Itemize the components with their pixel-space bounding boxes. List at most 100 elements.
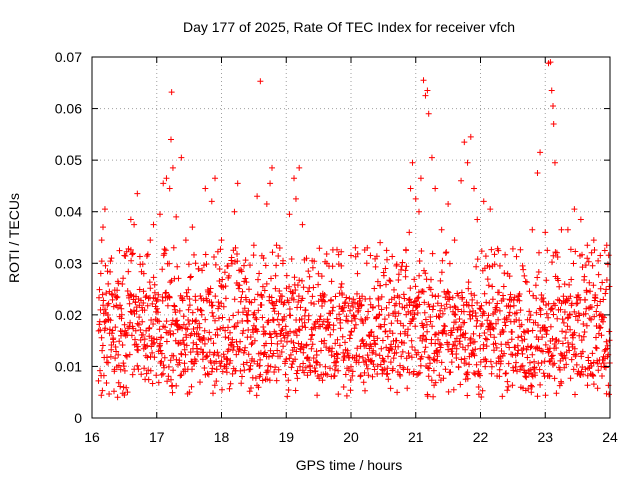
- roti-point: [192, 260, 199, 267]
- roti-point: [461, 139, 468, 146]
- roti-point: [606, 283, 613, 290]
- roti-point: [147, 237, 154, 244]
- x-tick-label: 20: [343, 429, 359, 445]
- roti-point: [354, 270, 361, 277]
- x-axis-label: GPS time / hours: [296, 457, 403, 473]
- roti-point: [108, 255, 115, 262]
- x-tick-label: 23: [537, 429, 553, 445]
- roti-point: [584, 242, 591, 249]
- roti-point: [467, 133, 474, 140]
- x-tick-label: 18: [214, 429, 230, 445]
- roti-point: [451, 237, 458, 244]
- roti-point: [189, 224, 196, 231]
- roti-point: [428, 154, 435, 161]
- roti-point: [407, 185, 414, 192]
- roti-point: [348, 252, 354, 259]
- roti-point: [156, 211, 163, 218]
- y-tick-label: 0.06: [55, 101, 82, 117]
- roti-point: [105, 280, 112, 287]
- roti-point: [101, 206, 108, 213]
- roti-point: [168, 89, 175, 96]
- y-axis-label: ROTI / TECUs: [6, 193, 22, 283]
- roti-point: [558, 226, 565, 233]
- roti-point: [542, 229, 549, 236]
- roti-point: [299, 221, 306, 228]
- roti-point: [100, 224, 107, 231]
- roti-point: [241, 278, 248, 285]
- y-tick-label: 0.04: [55, 204, 82, 220]
- y-tick-label: 0.07: [55, 49, 82, 65]
- roti-point: [218, 237, 225, 244]
- y-tick-label: 0.03: [55, 255, 82, 271]
- roti-point: [134, 190, 141, 197]
- roti-point: [260, 255, 267, 262]
- x-tick-label: 22: [473, 429, 489, 445]
- roti-point: [150, 221, 157, 228]
- roti-point: [474, 216, 481, 223]
- roti-point: [590, 237, 597, 244]
- roti-point: [169, 164, 176, 171]
- roti-point: [182, 237, 189, 244]
- roti-point: [131, 221, 138, 228]
- roti-point: [422, 92, 429, 99]
- grid-lines: [92, 57, 610, 418]
- roti-point: [163, 175, 170, 182]
- roti-point: [547, 59, 554, 66]
- roti-point: [296, 164, 303, 171]
- roti-point: [114, 278, 121, 285]
- roti-point: [393, 262, 400, 269]
- roti-point: [328, 278, 335, 285]
- x-tick-label: 21: [408, 429, 424, 445]
- roti-point: [318, 273, 325, 280]
- roti-point: [577, 216, 584, 223]
- roti-point: [550, 121, 557, 128]
- roti-point: [269, 164, 276, 171]
- roti-point: [445, 200, 452, 207]
- roti-point: [202, 185, 209, 192]
- roti-point: [420, 77, 427, 84]
- roti-point: [98, 237, 105, 244]
- roti-point: [464, 159, 471, 166]
- roti-point: [234, 180, 241, 187]
- roti-point: [571, 206, 578, 213]
- y-tick-label: 0.02: [55, 307, 82, 323]
- roti-point: [519, 262, 526, 269]
- roti-base-band-points: [95, 244, 613, 401]
- roti-point: [263, 200, 270, 207]
- roti-point: [487, 206, 494, 213]
- roti-point: [338, 262, 345, 269]
- roti-point: [224, 262, 231, 269]
- roti-point: [178, 154, 185, 161]
- roti-point: [250, 242, 257, 249]
- roti-point: [529, 226, 536, 233]
- roti-point: [496, 262, 503, 269]
- x-tick-label: 24: [602, 429, 618, 445]
- roti-point: [140, 270, 147, 277]
- roti-point: [432, 185, 439, 192]
- roti-point: [564, 226, 571, 233]
- roti-point: [309, 257, 316, 264]
- roti-point: [603, 242, 610, 249]
- roti-point: [438, 226, 445, 233]
- roti-point: [417, 175, 424, 182]
- roti-point: [254, 193, 261, 200]
- roti-point: [167, 136, 174, 143]
- roti-point: [537, 149, 544, 156]
- roti-point: [231, 208, 238, 215]
- x-tick-label: 19: [278, 429, 294, 445]
- axis-ticks: 16 17 18 19 20 21 22 23 24 0 0.01 0.02 0.03 0.04 0.05 0…: [55, 49, 618, 445]
- roti-point: [471, 185, 478, 192]
- roti-point: [280, 257, 287, 264]
- roti-point: [415, 208, 422, 215]
- roti-point: [403, 247, 410, 254]
- roti-point: [208, 198, 215, 205]
- roti-point: [406, 229, 413, 236]
- roti-point: [480, 198, 487, 205]
- roti-point: [212, 175, 219, 182]
- y-tick-label: 0.05: [55, 152, 82, 168]
- roti-point: [551, 159, 558, 166]
- roti-point: [267, 180, 274, 187]
- roti-point: [597, 252, 604, 259]
- roti-point: [409, 159, 416, 166]
